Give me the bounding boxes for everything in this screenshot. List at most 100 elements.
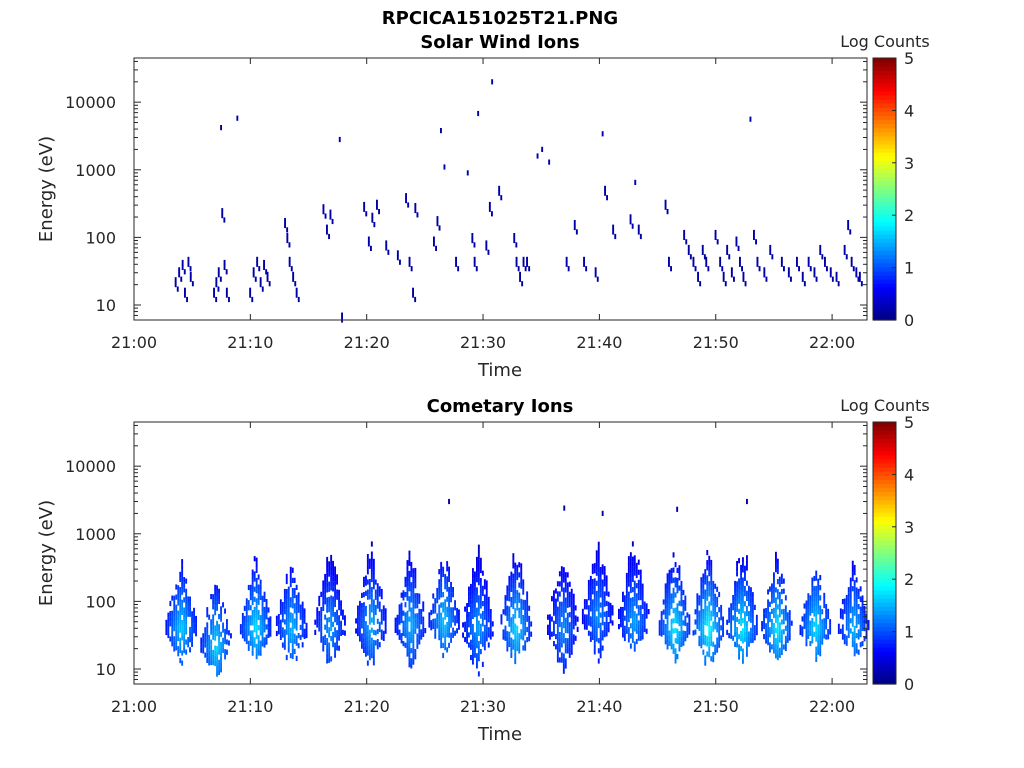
data-cell — [338, 594, 340, 601]
data-cell — [696, 623, 699, 629]
data-cell — [218, 669, 220, 675]
data-cell — [265, 609, 268, 615]
data-cell — [815, 611, 818, 617]
data-cell — [365, 631, 367, 637]
data-cell — [210, 639, 213, 645]
data-cell — [597, 551, 600, 558]
data-cell — [688, 624, 691, 630]
data-cell — [684, 631, 687, 637]
data-cell — [253, 596, 256, 602]
data-cell — [782, 588, 785, 594]
data-cell — [474, 632, 476, 638]
data-cell — [266, 276, 269, 282]
data-cell — [837, 628, 840, 634]
data-cell — [165, 624, 168, 630]
data-cell — [742, 602, 744, 608]
data-cell — [732, 635, 735, 641]
data-cell — [823, 623, 826, 629]
data-cell — [596, 276, 599, 282]
data-cell — [740, 620, 742, 626]
data-cell — [857, 619, 860, 625]
data-cell — [790, 276, 792, 282]
colorbar-segment — [873, 201, 896, 206]
colorbar-segment — [873, 442, 896, 448]
data-cell — [853, 635, 856, 642]
data-cell — [269, 616, 272, 622]
colorbar-segment — [873, 499, 896, 505]
data-cell — [514, 572, 517, 578]
y-tick-label: 100 — [85, 228, 116, 247]
data-cell — [448, 602, 450, 608]
data-cell — [334, 642, 336, 648]
data-cell — [741, 266, 743, 272]
data-cell — [384, 613, 387, 619]
data-cell — [847, 612, 850, 618]
data-cell — [513, 237, 516, 244]
data-cell — [444, 624, 447, 630]
data-cell — [332, 637, 334, 643]
data-cell — [746, 631, 748, 637]
data-cell — [518, 612, 521, 619]
data-cell — [824, 256, 826, 262]
data-cell — [682, 589, 685, 596]
data-cell — [566, 582, 569, 588]
data-cell — [601, 615, 604, 621]
data-cell — [589, 636, 592, 642]
data-cell — [324, 614, 327, 620]
data-cell — [847, 602, 850, 608]
data-cell — [173, 615, 176, 622]
colorbar-segment — [873, 221, 896, 227]
data-cell — [849, 577, 852, 583]
data-cell — [609, 613, 612, 619]
data-cell — [175, 640, 178, 646]
data-cell — [247, 600, 250, 606]
data-cell — [635, 618, 638, 624]
data-cell — [605, 585, 608, 591]
data-cell — [406, 595, 409, 601]
data-cell — [622, 612, 624, 618]
data-cell — [185, 578, 188, 584]
data-cell — [410, 658, 413, 664]
data-cell — [361, 618, 363, 624]
data-cell — [706, 565, 709, 571]
data-cell — [861, 610, 864, 616]
data-cell — [704, 604, 707, 610]
data-cell — [275, 630, 278, 637]
data-cell — [555, 634, 557, 640]
data-cell — [746, 636, 748, 642]
data-cell — [773, 607, 775, 613]
data-cell — [817, 634, 820, 640]
data-cell — [515, 256, 518, 262]
data-cell — [712, 621, 715, 627]
data-cell — [682, 620, 685, 626]
data-cell — [773, 577, 775, 583]
data-cell — [448, 627, 450, 633]
data-cell — [826, 266, 828, 272]
data-cell — [408, 256, 411, 262]
data-cell — [440, 617, 443, 623]
data-cell — [827, 608, 830, 614]
data-cell — [601, 610, 604, 616]
data-cell — [363, 592, 365, 598]
data-cell — [422, 631, 425, 637]
data-cell — [796, 256, 798, 262]
data-cell — [570, 644, 573, 650]
data-cell — [177, 600, 180, 606]
data-cell — [318, 595, 321, 601]
data-cell — [303, 608, 306, 614]
data-cell — [320, 637, 323, 643]
data-cell — [247, 615, 250, 621]
data-cell — [255, 628, 258, 634]
data-cell — [631, 571, 634, 577]
data-cell — [674, 562, 677, 568]
colorbar-segment — [873, 279, 896, 284]
data-cell — [849, 608, 852, 614]
data-cell — [734, 585, 736, 592]
data-cell — [366, 650, 369, 656]
colorbar-segment — [873, 581, 896, 587]
data-cell — [408, 261, 411, 267]
data-cell — [245, 603, 248, 609]
data-cell — [216, 671, 218, 677]
data-cell — [444, 614, 447, 620]
data-cell — [776, 624, 779, 630]
